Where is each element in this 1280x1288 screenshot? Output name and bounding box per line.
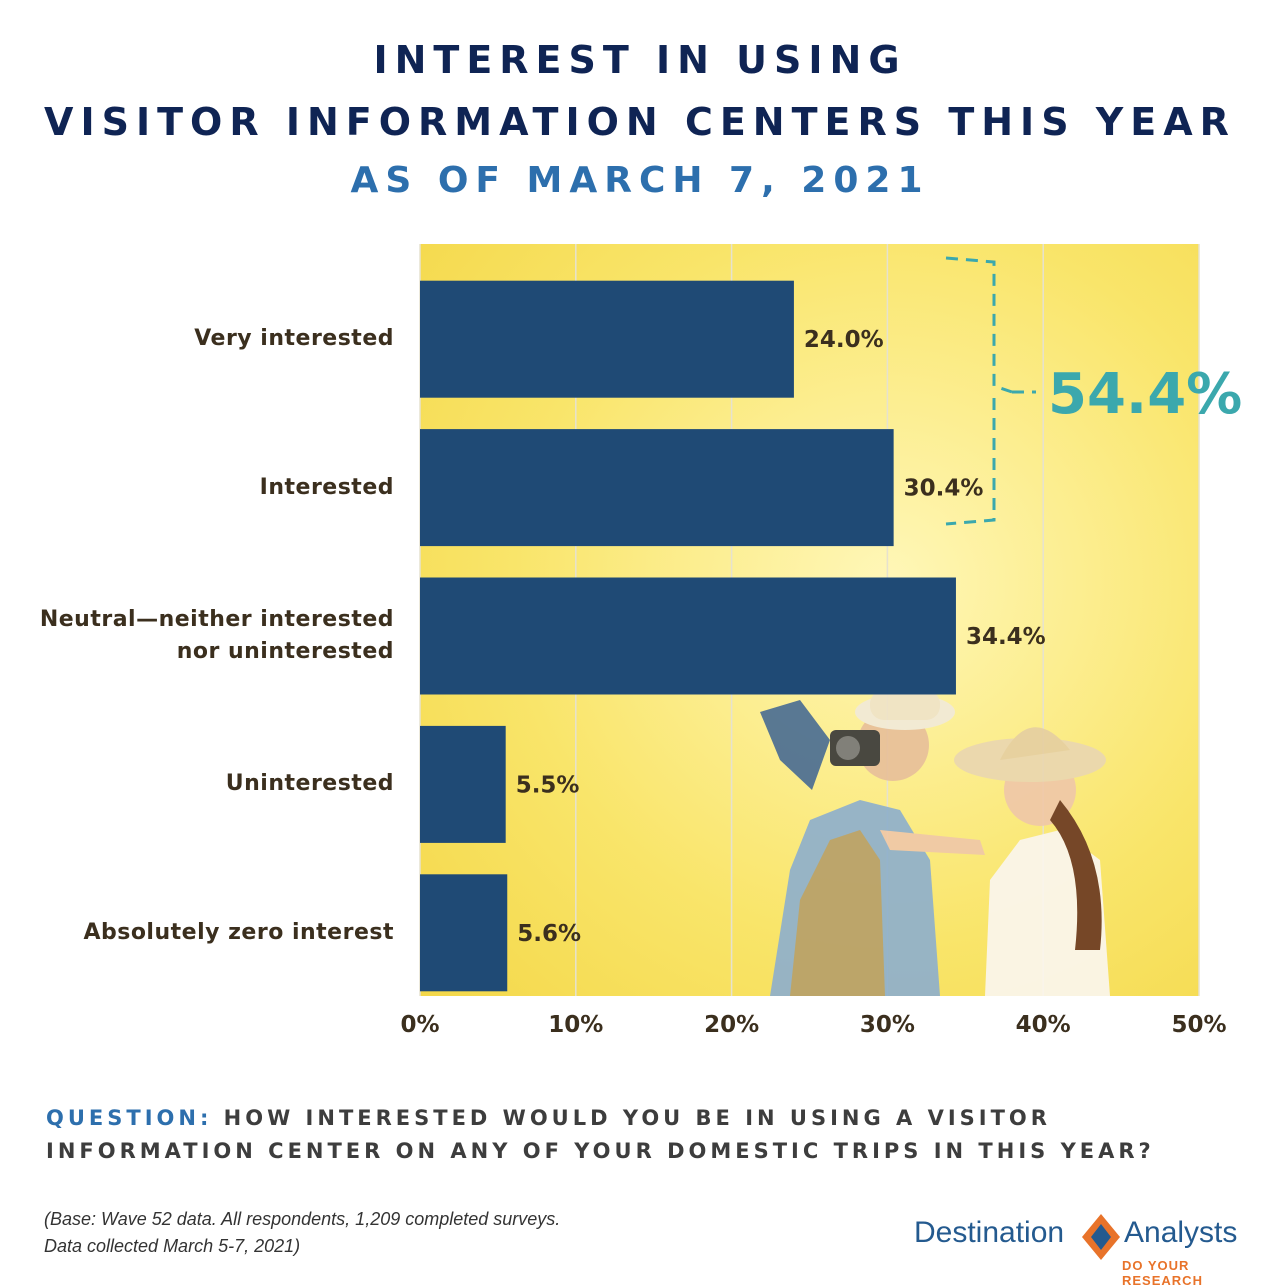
- x-tick-label: 10%: [548, 1012, 604, 1038]
- x-tick-label: 20%: [704, 1012, 760, 1038]
- bar-chart: 24.0% 30.4% 34.4% 5.5% 5.6%: [419, 244, 1200, 996]
- bar: [420, 874, 508, 992]
- data-label: 30.4%: [904, 476, 984, 502]
- chart-title-line-1: INTEREST IN USING: [373, 38, 907, 82]
- category-label-line: Interested: [259, 474, 394, 500]
- total-interested-label: 54.4%: [1048, 362, 1243, 427]
- x-tick-label: 40%: [1015, 1012, 1071, 1038]
- data-label: 24.0%: [804, 327, 884, 353]
- category-label: Absolutely zero interest: [14, 917, 394, 949]
- data-label: 5.5%: [516, 772, 580, 798]
- question-prefix: QUESTION:: [46, 1106, 213, 1130]
- bar: [420, 577, 956, 695]
- x-tick-label: 30%: [859, 1012, 915, 1038]
- bar: [420, 429, 894, 547]
- total-bracket: [945, 256, 1036, 526]
- bar: [420, 725, 506, 843]
- bar: [420, 280, 794, 398]
- x-tick-label: 50%: [1171, 1012, 1227, 1038]
- tourists-photo-illustration: [760, 690, 1110, 996]
- category-label-line: nor uninterested: [176, 639, 394, 664]
- category-label-line: Uninterested: [225, 771, 394, 797]
- category-label: Neutral—neither interested nor uninterest…: [14, 604, 394, 668]
- base-note-line-1: (Base: Wave 52 data. All respondents, 1,…: [44, 1209, 561, 1229]
- category-label: Uninterested: [14, 768, 394, 800]
- category-label-line: Absolutely zero interest: [83, 919, 394, 945]
- logo-name-left: Destination: [914, 1216, 1065, 1249]
- category-label-line: Very interested: [194, 326, 394, 352]
- data-label: 5.6%: [517, 921, 581, 947]
- x-tick-label: 0%: [400, 1012, 440, 1038]
- category-label: Very interested: [14, 323, 394, 355]
- logo-name-right: Analysts: [1124, 1216, 1238, 1249]
- base-note-line-2: Data collected March 5-7, 2021): [44, 1236, 301, 1256]
- category-label-line: Neutral—neither interested: [39, 607, 394, 632]
- question-text: HOW INTERESTED WOULD YOU BE IN USING A V…: [46, 1106, 1155, 1163]
- destination-analysts-logo: Destination Analysts DO YOUR RESEARCH: [914, 1212, 1264, 1288]
- base-note: (Base: Wave 52 data. All respondents, 1,…: [44, 1206, 744, 1260]
- logo-tagline: DO YOUR RESEARCH: [1122, 1258, 1203, 1288]
- chart-subtitle: AS OF MARCH 7, 2021: [350, 160, 930, 201]
- data-label: 34.4%: [966, 624, 1046, 650]
- diamond-logo-icon: [1082, 1214, 1120, 1260]
- survey-question: QUESTION: HOW INTERESTED WOULD YOU BE IN…: [46, 1102, 1246, 1168]
- category-label: Interested: [14, 472, 394, 504]
- chart-title-line-2: VISITOR INFORMATION CENTERS THIS YEAR: [44, 100, 1236, 144]
